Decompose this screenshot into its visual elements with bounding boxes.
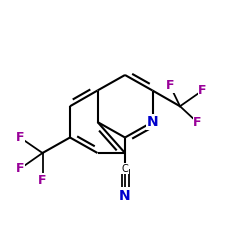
Text: N: N	[119, 188, 131, 202]
Text: F: F	[166, 79, 174, 92]
Text: F: F	[16, 131, 24, 144]
Text: N: N	[147, 115, 158, 129]
Text: F: F	[16, 162, 24, 175]
Text: F: F	[198, 84, 207, 97]
Text: C: C	[122, 164, 128, 174]
Text: F: F	[38, 174, 47, 186]
Text: F: F	[193, 116, 202, 129]
